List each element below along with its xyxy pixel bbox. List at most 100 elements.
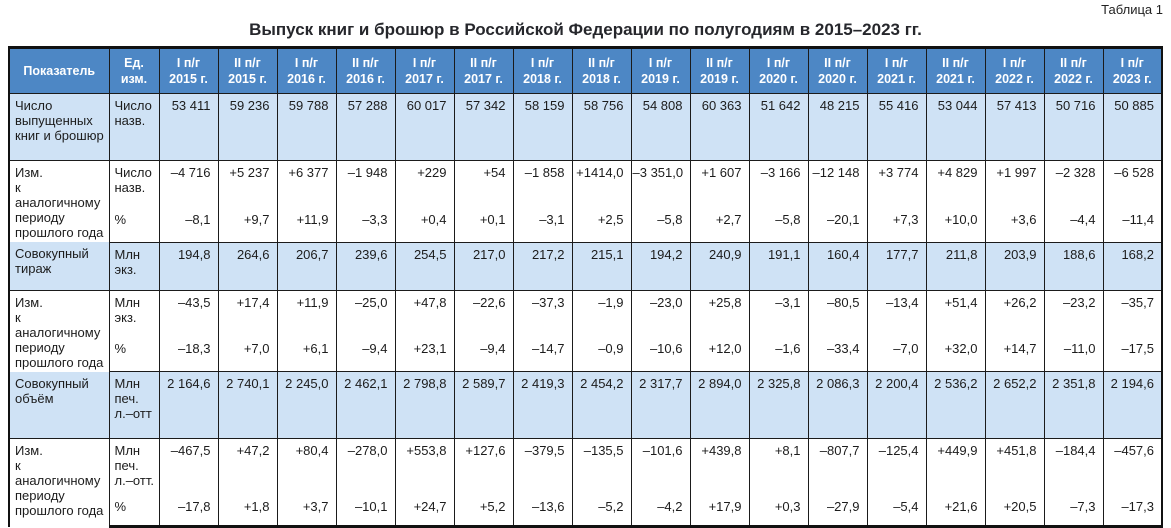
value-cell: 57 288 [335,93,396,161]
value-cell: +3,7 [276,494,337,527]
unit-cell: % [108,337,160,373]
value-cell: –7,3 [1043,494,1104,527]
value-cell: –2 328 [1043,160,1104,209]
header-cell-period: I п/г 2019 г. [630,47,691,94]
value-cell: –7,0 [866,337,927,373]
table-row: % –17,8 +1,8 +3,7 –10,1 +24,7 +5,2 –13,6 –5,2 –4,… [9,494,1163,527]
header-cell-period: I п/г 2018 г. [512,47,573,94]
header-cell-period: II п/г 2015 г. [217,47,278,94]
value-cell: –5,2 [571,494,632,527]
value-cell: 55 416 [866,93,927,161]
value-cell: 2 589,7 [453,371,514,439]
table-row: Совокупный объём Млн печ. л.–отт 2 164,6 2 … [8,371,1163,439]
value-cell: +11,9 [276,289,337,338]
value-cell: 2 200,4 [866,371,927,439]
table-header: Показатель Ед. изм. I п/г 2015 г. II п/г 20… [8,47,1163,94]
value-cell: +3 774 [866,160,927,209]
value-cell: –101,6 [630,438,691,495]
value-cell: +451,8 [984,438,1045,495]
value-cell: –10,6 [630,337,691,373]
value-cell: 2 536,2 [925,371,986,439]
indicator-cell: Изм. к аналогичному периоду прошлого год… [8,289,110,372]
value-cell: +54 [453,160,514,209]
value-cell: 217,2 [512,241,573,291]
value-cell: 53 411 [158,93,219,161]
value-cell: +2,7 [689,208,750,243]
value-cell: +0,1 [453,208,514,243]
table-row: Изм. к аналогичному периоду прошлого год… [8,438,1163,527]
value-cell: +1414,0 [571,160,632,209]
value-cell: –23,2 [1043,289,1104,338]
table-row: Изм. к аналогичному периоду прошлого год… [8,160,1163,242]
value-cell: –3 166 [748,160,809,209]
unit-cell: Число назв. [108,93,160,161]
value-cell: –135,5 [571,438,632,495]
value-cell: –11,4 [1102,208,1163,243]
value-cell: 191,1 [748,241,809,291]
value-cell: 2 164,6 [158,371,219,439]
value-cell: –379,5 [512,438,573,495]
value-cell: 188,6 [1043,241,1104,291]
value-cell: 194,2 [630,241,691,291]
value-cell: +553,8 [394,438,455,495]
value-cell: +47,2 [217,438,278,495]
value-cell: +11,9 [276,208,337,243]
statistics-table: Показатель Ед. изм. I п/г 2015 г. II п/г 20… [8,46,1163,528]
header-cell-period: I п/г 2017 г. [394,47,455,94]
header-cell-period: I п/г 2021 г. [866,47,927,94]
value-cell: –11,0 [1043,337,1104,373]
value-cell: +10,0 [925,208,986,243]
header-cell-period: II п/г 2017 г. [453,47,514,94]
value-cell: 2 194,6 [1102,371,1163,439]
value-cell: +0,4 [394,208,455,243]
value-cell: –6 528 [1102,160,1163,209]
value-cell: 203,9 [984,241,1045,291]
value-cell: 57 342 [453,93,514,161]
value-cell: +1,8 [217,494,278,527]
value-cell: 51 642 [748,93,809,161]
value-cell: –0,9 [571,337,632,373]
value-cell: 2 351,8 [1043,371,1104,439]
value-cell: –5,8 [748,208,809,243]
value-cell: –807,7 [807,438,868,495]
value-cell: +9,7 [217,208,278,243]
value-cell: 50 716 [1043,93,1104,161]
value-cell: –3,1 [748,289,809,338]
value-cell: –4 716 [158,160,219,209]
value-cell: 2 454,2 [571,371,632,439]
value-cell: –125,4 [866,438,927,495]
value-cell: –1 858 [512,160,573,209]
value-cell: +14,7 [984,337,1045,373]
value-cell: 50 885 [1102,93,1163,161]
value-cell: 60 363 [689,93,750,161]
value-cell: +6 377 [276,160,337,209]
table-body: Число выпущенных книг и брошюр Число назв… [8,93,1163,527]
value-cell: 2 086,3 [807,371,868,439]
value-cell: –17,3 [1102,494,1163,527]
value-cell: +7,3 [866,208,927,243]
value-cell: +5,2 [453,494,514,527]
value-cell: 54 808 [630,93,691,161]
value-cell: –17,8 [158,494,219,527]
value-cell: +20,5 [984,494,1045,527]
table-row: Совокупный тираж Млн экз. 194,8 264,6 206,7 2… [8,241,1163,291]
value-cell: –23,0 [630,289,691,338]
value-cell: –43,5 [158,289,219,338]
unit-cell: Млн печ. л.–отт [108,371,160,439]
value-cell: –13,4 [866,289,927,338]
value-cell: –27,9 [807,494,868,527]
value-cell: +1 997 [984,160,1045,209]
unit-cell: % [108,208,160,243]
value-cell: +25,8 [689,289,750,338]
value-cell: –10,1 [335,494,396,527]
unit-cell: Млн экз. [108,241,160,291]
value-cell: 2 740,1 [217,371,278,439]
value-cell: –3,1 [512,208,573,243]
unit-cell: % [108,494,160,527]
header-cell-period: II п/г 2019 г. [689,47,750,94]
value-cell: –9,4 [453,337,514,373]
value-cell: +127,6 [453,438,514,495]
value-cell: +17,4 [217,289,278,338]
value-cell: 206,7 [276,241,337,291]
